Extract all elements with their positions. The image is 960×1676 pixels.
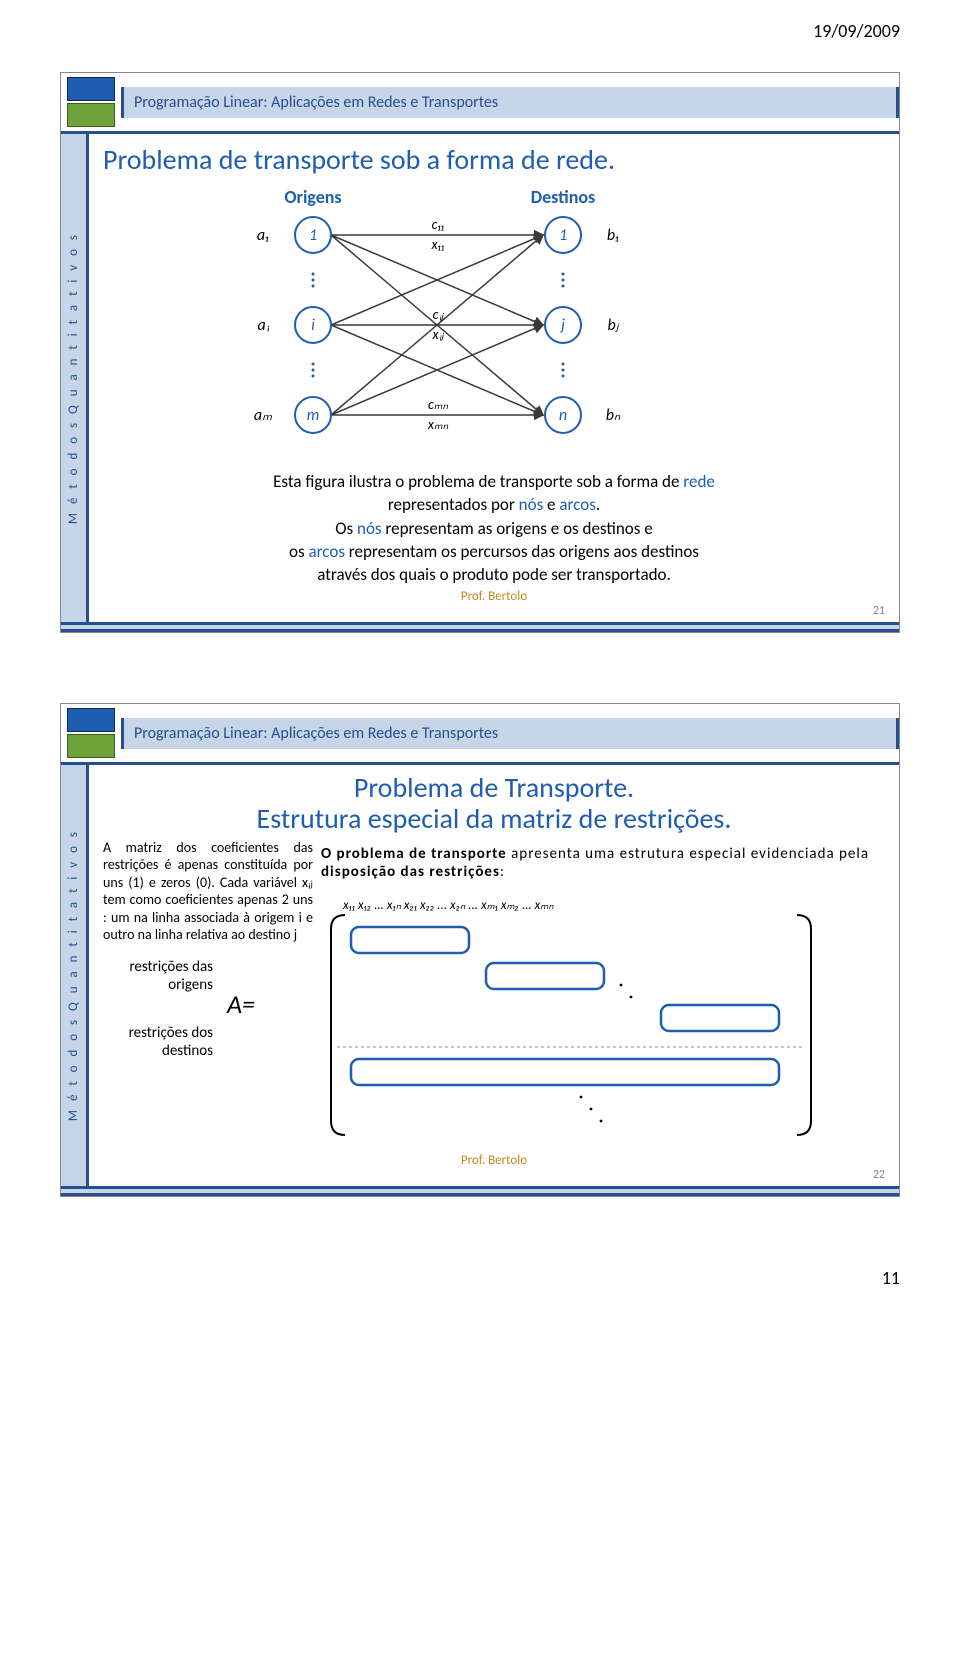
constraint-matrix: x₁₁ x₁₂ ... x₁ₙ x₂₁ x₂₂ ... x₂ₙ ... xₘ₁ … <box>321 885 885 1149</box>
t: disposição das restrições <box>321 863 500 881</box>
band-title: Programação Linear: Aplicações em Redes … <box>121 718 899 749</box>
sidebar: M é t o d o s Q u a n t i t a t i v o s <box>61 134 89 622</box>
footer-bar <box>61 622 899 632</box>
t: Esta figura ilustra o problema de transp… <box>273 471 683 492</box>
t: e <box>543 494 559 515</box>
caption-1: Esta figura ilustra o problema de transp… <box>103 471 885 492</box>
svg-text:Origens: Origens <box>284 186 341 208</box>
footer-bar <box>61 1186 899 1196</box>
desc: O problema de transporte apresenta uma e… <box>321 845 885 881</box>
svg-text:b₁: b₁ <box>607 226 619 245</box>
svg-text:aₘ: aₘ <box>254 406 272 425</box>
logo-ead <box>67 103 115 127</box>
t: Os <box>335 518 357 539</box>
t: Problema de Transporte. <box>354 770 634 805</box>
A-eq: A= <box>227 988 255 1020</box>
network-diagram: Origens Destinos c₁₁ x₁₁ cᵢⱼ xᵢⱼ cₘₙ xₘₙ 1 a₁ 1 b₁ i… <box>103 185 885 465</box>
slide-header: Programação Linear: Aplicações em Redes … <box>61 704 899 765</box>
slide-2: Programação Linear: Aplicações em Redes … <box>60 703 900 1197</box>
t: : <box>500 863 504 881</box>
logo-ead <box>67 734 115 758</box>
logo-univ <box>67 77 115 101</box>
svg-text:bⱼ: bⱼ <box>607 316 619 335</box>
svg-text:xₘₙ: xₘₙ <box>427 416 449 433</box>
t: . <box>596 494 600 515</box>
svg-text:cᵢⱼ: cᵢⱼ <box>433 306 445 323</box>
slide1-num: 21 <box>873 604 885 618</box>
prof-label: Prof. Bertolo <box>103 1153 885 1168</box>
caption-5: através dos quais o produto pode ser tra… <box>103 564 885 585</box>
slide-header: Programação Linear: Aplicações em Redes … <box>61 73 899 134</box>
t: apresenta uma estrutura especial evidenc… <box>507 845 869 863</box>
svg-text:m: m <box>307 406 320 425</box>
svg-text:x₁₁: x₁₁ <box>431 236 445 253</box>
t: representam os percursos das origens aos… <box>345 541 699 562</box>
network-svg: Origens Destinos c₁₁ x₁₁ cᵢⱼ xᵢⱼ cₘₙ xₘₙ 1 a₁ 1 b₁ i… <box>103 185 743 465</box>
caption-2: representados por nós e arcos. <box>103 494 885 515</box>
prof-label: Prof. Bertolo <box>103 589 885 604</box>
slide1-title: Problema de transporte sob a forma de re… <box>103 142 885 177</box>
t: rede <box>683 471 715 492</box>
svg-text:cₘₙ: cₘₙ <box>428 396 449 413</box>
coef-paragraph: A matriz dos coeficientes das restrições… <box>103 839 313 944</box>
svg-text:aᵢ: aᵢ <box>258 316 270 335</box>
page-date: 19/09/2009 <box>60 20 900 42</box>
t: os <box>289 541 308 562</box>
caption-4: os arcos representam os percursos das or… <box>103 541 885 562</box>
sidebar-label: M é t o d o s Q u a n t i t a t i v o s <box>66 232 81 524</box>
sidebar-label: M é t o d o s Q u a n t i t a t i v o s <box>66 829 81 1121</box>
t: nós <box>519 494 544 515</box>
slide2-title: Problema de Transporte. Estrutura especi… <box>103 773 885 835</box>
svg-text:a₁: a₁ <box>257 226 269 245</box>
t: Estrutura especial da matriz de restriçõ… <box>257 801 732 836</box>
svg-text:1: 1 <box>559 226 567 245</box>
restr-orig: restrições dasorigens <box>103 958 213 994</box>
t: arcos <box>559 494 595 515</box>
sidebar: M é t o d o s Q u a n t i t a t i v o s <box>61 765 89 1186</box>
restr-dest: restrições dosdestinos <box>103 1024 213 1060</box>
svg-text:i: i <box>311 316 315 335</box>
logo-univ <box>67 708 115 732</box>
page-number: 11 <box>60 1267 900 1289</box>
t: nós <box>357 518 382 539</box>
t: representados por <box>388 494 519 515</box>
svg-text:1: 1 <box>309 226 317 245</box>
svg-text:Destinos: Destinos <box>531 186 595 208</box>
svg-text:c₁₁: c₁₁ <box>432 216 445 233</box>
t: O problema de transporte <box>321 845 507 863</box>
matrix-svg: x₁₁ x₁₂ ... x₁ₙ x₂₁ x₂₂ ... x₂ₙ ... xₘ₁ … <box>321 885 821 1145</box>
slide-1: Programação Linear: Aplicações em Redes … <box>60 72 900 633</box>
svg-text:n: n <box>559 406 567 425</box>
t: arcos <box>308 541 344 562</box>
t: representam as origens e os destinos e <box>382 518 653 539</box>
band-title: Programação Linear: Aplicações em Redes … <box>121 87 899 118</box>
slide-logos <box>61 73 121 131</box>
caption-3: Os nós representam as origens e os desti… <box>103 518 885 539</box>
svg-text:bₙ: bₙ <box>606 406 621 425</box>
slide-logos <box>61 704 121 762</box>
svg-text:xᵢⱼ: xᵢⱼ <box>432 326 445 343</box>
slide2-num: 22 <box>873 1168 885 1182</box>
svg-text:x₁₁ x₁₂ ... x₁ₙ x₂₁ x₂₂ .: x₁₁ x₁₂ ... x₁ₙ x₂₁ x₂₂ ... x₂ₙ ... xₘ₁ … <box>342 898 554 913</box>
